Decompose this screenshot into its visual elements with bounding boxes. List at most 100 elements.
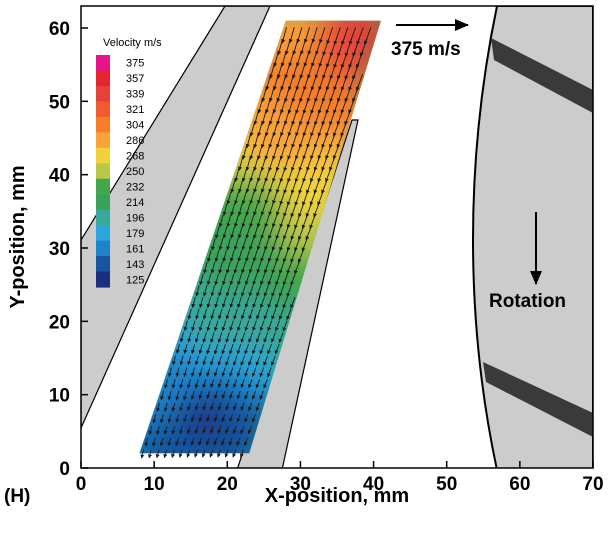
velocity-vector [244,414,249,423]
velocity-vector [240,285,246,297]
velocity-vector [241,214,247,228]
x-axis-ticks: 0 10 20 30 40 50 60 70 [76,461,604,495]
velocity-vector [271,261,277,274]
x-tick-label: 50 [436,474,457,495]
velocity-vector [233,308,238,320]
velocity-vector [217,332,223,344]
velocity-vector [152,437,156,447]
velocity-vector [202,426,207,434]
velocity-vector [356,27,364,46]
colorbar-value: 125 [126,274,144,286]
velocity-vector [191,296,196,309]
velocity-vector [230,226,235,239]
velocity-vector [202,285,208,297]
velocity-vector [270,355,276,366]
velocity-vector [237,226,243,239]
velocity-vector [230,179,236,194]
velocity-vector [237,273,243,286]
colorbar-swatch [96,178,110,195]
velocity-vector [259,343,265,355]
velocity-vector [167,414,172,424]
velocity-vector [275,273,281,286]
colorbar-labels: 375 357 339 321 304 286 268 250 232 214 196 179 161 1… [126,58,144,287]
velocity-vector [290,250,297,263]
velocity-vector [187,308,192,320]
velocity-vector [203,261,208,274]
velocity-vector [217,426,222,434]
velocity-vector [311,27,318,44]
velocity-vector [190,414,195,423]
velocity-vector [244,367,249,378]
velocity-vector [152,414,157,424]
velocity-vector [194,402,199,411]
velocity-vector [279,238,285,252]
velocity-vector [241,261,247,274]
velocity-vector [198,343,203,355]
velocity-vector [245,203,251,216]
velocity-vector [144,437,149,447]
velocity-vector [263,355,269,366]
velocity-vector [221,414,226,423]
velocity-vector [221,296,227,308]
velocity-vector [156,426,160,435]
velocity-vector [202,379,207,389]
velocity-vector [186,426,191,435]
x-tick-label: 30 [290,474,311,495]
velocity-vector [167,437,172,447]
velocity-vector [267,226,274,240]
velocity-vector [195,285,200,297]
colorbar-swatch [96,132,110,149]
velocity-vector [179,402,184,412]
velocity-vector [175,343,180,354]
velocity-vector [260,273,266,286]
velocity-vector [172,355,176,366]
velocity-vector [206,343,211,355]
velocity-vector [253,203,259,216]
velocity-vector [229,296,235,308]
x-tick-label: 60 [509,474,530,495]
velocity-vector [148,426,153,436]
velocity-vector [286,308,292,321]
velocity-vector [232,402,237,411]
colorbar-value: 214 [126,197,144,209]
colorbar-swatch [96,55,110,72]
velocity-vector [233,261,239,274]
velocity-vector [225,402,230,411]
velocity-vector [190,437,195,446]
velocity-vector [183,414,188,423]
velocity-vector [244,390,249,400]
velocity-vector [244,320,250,332]
colorbar-value: 232 [126,181,144,193]
rotor-disk [472,6,593,468]
velocity-vector [274,343,280,355]
velocity-vector [225,261,231,274]
velocity-vector [163,449,168,459]
velocity-vector [222,203,228,216]
velocity-vector [229,414,233,423]
velocity-vector [256,238,262,251]
velocity-vector [288,27,295,44]
velocity-vector [217,449,221,458]
velocity-vector [199,296,204,309]
velocity-vector [213,437,218,446]
velocity-vector [160,390,165,401]
velocity-vector [259,320,265,332]
colorbar-swatch [96,225,110,242]
velocity-vector [286,285,292,298]
velocity-vector [252,226,258,240]
velocity-vector [251,343,257,355]
velocity-vector [213,390,218,400]
velocity-vector [244,296,250,309]
velocity-vector [218,238,224,251]
velocity-vector [194,332,200,343]
velocity-vector [244,343,249,355]
velocity-vector [168,367,172,378]
velocity-vector [264,238,270,251]
velocity-vector [171,379,176,389]
velocity-vector [281,27,287,44]
velocity-vector [229,273,235,286]
velocity-vector [245,250,250,262]
velocity-vector [155,449,160,459]
velocity-vector [236,320,242,332]
velocity-vector [232,449,237,458]
